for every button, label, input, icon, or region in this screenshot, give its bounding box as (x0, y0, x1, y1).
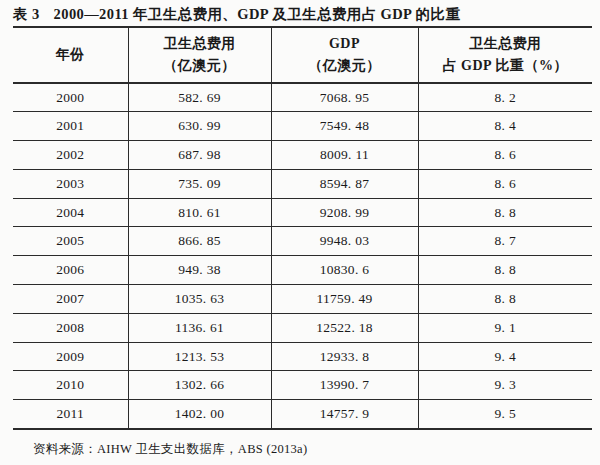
cell-pct-of-gdp: 9. 3 (418, 371, 592, 400)
cell-year: 2003 (13, 169, 128, 198)
table-caption-label: 表 3 (13, 6, 40, 22)
cell-gdp: 10830. 6 (271, 256, 418, 285)
table-row: 2011 1402. 00 14757. 9 9. 5 (13, 400, 592, 429)
column-header-health-expenditure-line1: 卫生总费用 (129, 33, 271, 55)
cell-pct-of-gdp: 8. 8 (418, 256, 592, 285)
column-header-gdp: GDP （亿澳元） (271, 27, 418, 83)
cell-pct-of-gdp: 8. 8 (418, 285, 592, 314)
cell-pct-of-gdp: 8. 2 (418, 83, 592, 112)
cell-gdp: 7068. 95 (271, 83, 418, 112)
cell-pct-of-gdp: 9. 5 (418, 400, 592, 429)
table-row: 2008 1136. 61 12522. 18 9. 1 (13, 313, 592, 342)
column-header-gdp-line2: （亿澳元） (272, 55, 418, 77)
table-body: 2000 582. 69 7068. 95 8. 2 2001 630. 99 … (13, 83, 592, 429)
cell-gdp: 9948. 03 (271, 227, 418, 256)
cell-health-expenditure: 687. 98 (128, 141, 271, 170)
cell-year: 2010 (13, 371, 128, 400)
document-page: 表 32000—2011 年卫生总费用、GDP 及卫生总费用占 GDP 的比重 … (0, 0, 600, 465)
table-row: 2005 866. 85 9948. 03 8. 7 (13, 227, 592, 256)
column-header-pct-of-gdp-line2: 占 GDP 比重（%） (419, 55, 593, 77)
cell-health-expenditure: 630. 99 (128, 112, 271, 141)
cell-year: 2002 (13, 141, 128, 170)
health-expenditure-table: 年份 卫生总费用 （亿澳元） GDP （亿澳元） 卫生总费用 占 GDP 比重（… (13, 26, 592, 430)
cell-health-expenditure: 1402. 00 (128, 400, 271, 429)
cell-health-expenditure: 1136. 61 (128, 313, 271, 342)
column-header-health-expenditure-line2: （亿澳元） (129, 55, 271, 77)
column-header-year-line1: 年份 (13, 44, 128, 66)
table-row: 2000 582. 69 7068. 95 8. 2 (13, 83, 592, 112)
cell-health-expenditure: 582. 69 (128, 83, 271, 112)
table-caption-text: 2000—2011 年卫生总费用、GDP 及卫生总费用占 GDP 的比重 (54, 6, 461, 22)
cell-year: 2001 (13, 112, 128, 141)
cell-gdp: 14757. 9 (271, 400, 418, 429)
table-header: 年份 卫生总费用 （亿澳元） GDP （亿澳元） 卫生总费用 占 GDP 比重（… (13, 27, 592, 83)
cell-health-expenditure: 735. 09 (128, 169, 271, 198)
cell-pct-of-gdp: 9. 4 (418, 342, 592, 371)
cell-year: 2005 (13, 227, 128, 256)
cell-gdp: 13990. 7 (271, 371, 418, 400)
cell-health-expenditure: 1213. 53 (128, 342, 271, 371)
cell-year: 2006 (13, 256, 128, 285)
source-note: 资料来源：AIHW 卫生支出数据库，ABS (2013a) (33, 441, 307, 458)
table-row: 2007 1035. 63 11759. 49 8. 8 (13, 285, 592, 314)
cell-year: 2009 (13, 342, 128, 371)
table-row: 2009 1213. 53 12933. 8 9. 4 (13, 342, 592, 371)
cell-gdp: 11759. 49 (271, 285, 418, 314)
cell-year: 2008 (13, 313, 128, 342)
column-header-year: 年份 (13, 27, 128, 83)
cell-health-expenditure: 866. 85 (128, 227, 271, 256)
cell-gdp: 12933. 8 (271, 342, 418, 371)
column-header-pct-of-gdp-line1: 卫生总费用 (419, 33, 593, 55)
cell-pct-of-gdp: 8. 6 (418, 141, 592, 170)
cell-health-expenditure: 1035. 63 (128, 285, 271, 314)
cell-year: 2000 (13, 83, 128, 112)
cell-pct-of-gdp: 8. 6 (418, 169, 592, 198)
table-row: 2001 630. 99 7549. 48 8. 4 (13, 112, 592, 141)
cell-year: 2004 (13, 198, 128, 227)
column-header-health-expenditure: 卫生总费用 （亿澳元） (128, 27, 271, 83)
cell-health-expenditure: 949. 38 (128, 256, 271, 285)
table-row: 2003 735. 09 8594. 87 8. 6 (13, 169, 592, 198)
cell-pct-of-gdp: 8. 7 (418, 227, 592, 256)
table-header-row: 年份 卫生总费用 （亿澳元） GDP （亿澳元） 卫生总费用 占 GDP 比重（… (13, 27, 592, 83)
cell-gdp: 7549. 48 (271, 112, 418, 141)
cell-gdp: 9208. 99 (271, 198, 418, 227)
table-row: 2004 810. 61 9208. 99 8. 8 (13, 198, 592, 227)
column-header-gdp-line1: GDP (272, 33, 418, 55)
cell-pct-of-gdp: 8. 8 (418, 198, 592, 227)
cell-health-expenditure: 810. 61 (128, 198, 271, 227)
table-row: 2002 687. 98 8009. 11 8. 6 (13, 141, 592, 170)
cell-pct-of-gdp: 9. 1 (418, 313, 592, 342)
cell-gdp: 8009. 11 (271, 141, 418, 170)
table-row: 2010 1302. 66 13990. 7 9. 3 (13, 371, 592, 400)
cell-year: 2007 (13, 285, 128, 314)
column-header-pct-of-gdp: 卫生总费用 占 GDP 比重（%） (418, 27, 592, 83)
cell-gdp: 8594. 87 (271, 169, 418, 198)
cell-health-expenditure: 1302. 66 (128, 371, 271, 400)
table-caption: 表 3 2000—2011 年卫生总费用、GDP 及卫生总费用占 GDP 的比重 (13, 5, 460, 24)
cell-year: 2011 (13, 400, 128, 429)
cell-gdp: 12522. 18 (271, 313, 418, 342)
cell-pct-of-gdp: 8. 4 (418, 112, 592, 141)
table-row: 2006 949. 38 10830. 6 8. 8 (13, 256, 592, 285)
